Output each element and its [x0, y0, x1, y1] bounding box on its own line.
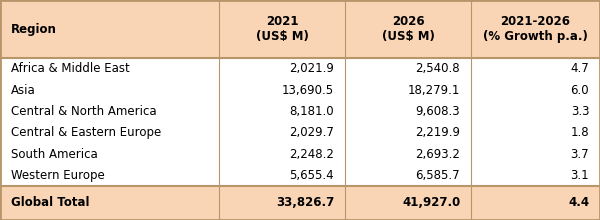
- Bar: [345, 186, 471, 220]
- Bar: [0, 143, 219, 165]
- Bar: [345, 143, 471, 165]
- Text: 2,029.7: 2,029.7: [289, 126, 334, 139]
- Bar: [219, 165, 345, 186]
- Bar: [0, 101, 219, 122]
- Bar: [471, 186, 600, 220]
- Text: 33,826.7: 33,826.7: [276, 196, 334, 209]
- Text: 8,181.0: 8,181.0: [290, 105, 334, 118]
- Text: 18,279.1: 18,279.1: [408, 84, 460, 97]
- Bar: [345, 101, 471, 122]
- Text: 3.1: 3.1: [571, 169, 589, 182]
- Text: 2,021.9: 2,021.9: [289, 62, 334, 75]
- Text: 2026
(US$ M): 2026 (US$ M): [382, 15, 434, 43]
- Bar: [0, 186, 219, 220]
- Text: 2,540.8: 2,540.8: [416, 62, 460, 75]
- Text: South America: South America: [11, 147, 98, 161]
- Bar: [219, 186, 345, 220]
- Bar: [219, 80, 345, 101]
- Bar: [471, 122, 600, 143]
- Text: 2,219.9: 2,219.9: [415, 126, 460, 139]
- Bar: [0, 122, 219, 143]
- Text: 3.7: 3.7: [571, 147, 589, 161]
- Bar: [0, 58, 219, 80]
- Text: 4.4: 4.4: [568, 196, 589, 209]
- Text: Central & Eastern Europe: Central & Eastern Europe: [11, 126, 161, 139]
- Text: 9,608.3: 9,608.3: [416, 105, 460, 118]
- Bar: [219, 0, 345, 58]
- Bar: [219, 143, 345, 165]
- Text: 2,693.2: 2,693.2: [415, 147, 460, 161]
- Text: 2021
(US$ M): 2021 (US$ M): [256, 15, 308, 43]
- Bar: [345, 165, 471, 186]
- Text: 2,248.2: 2,248.2: [289, 147, 334, 161]
- Text: Global Total: Global Total: [11, 196, 89, 209]
- Bar: [219, 101, 345, 122]
- Bar: [345, 122, 471, 143]
- Text: 13,690.5: 13,690.5: [282, 84, 334, 97]
- Bar: [0, 80, 219, 101]
- Text: Africa & Middle East: Africa & Middle East: [11, 62, 130, 75]
- Bar: [345, 80, 471, 101]
- Bar: [0, 165, 219, 186]
- Text: Region: Region: [11, 23, 56, 36]
- Bar: [0, 0, 219, 58]
- Text: 6,585.7: 6,585.7: [416, 169, 460, 182]
- Text: Central & North America: Central & North America: [11, 105, 157, 118]
- Bar: [471, 58, 600, 80]
- Bar: [345, 58, 471, 80]
- Text: 1.8: 1.8: [571, 126, 589, 139]
- Text: 5,655.4: 5,655.4: [290, 169, 334, 182]
- Text: 41,927.0: 41,927.0: [402, 196, 460, 209]
- Bar: [471, 101, 600, 122]
- Bar: [471, 143, 600, 165]
- Text: 6.0: 6.0: [571, 84, 589, 97]
- Bar: [219, 122, 345, 143]
- Text: Western Europe: Western Europe: [11, 169, 104, 182]
- Bar: [471, 80, 600, 101]
- Text: 3.3: 3.3: [571, 105, 589, 118]
- Bar: [471, 165, 600, 186]
- Text: 4.7: 4.7: [571, 62, 589, 75]
- Bar: [345, 0, 471, 58]
- Bar: [471, 0, 600, 58]
- Text: 2021-2026
(% Growth p.a.): 2021-2026 (% Growth p.a.): [483, 15, 588, 43]
- Bar: [219, 58, 345, 80]
- Text: Asia: Asia: [11, 84, 35, 97]
